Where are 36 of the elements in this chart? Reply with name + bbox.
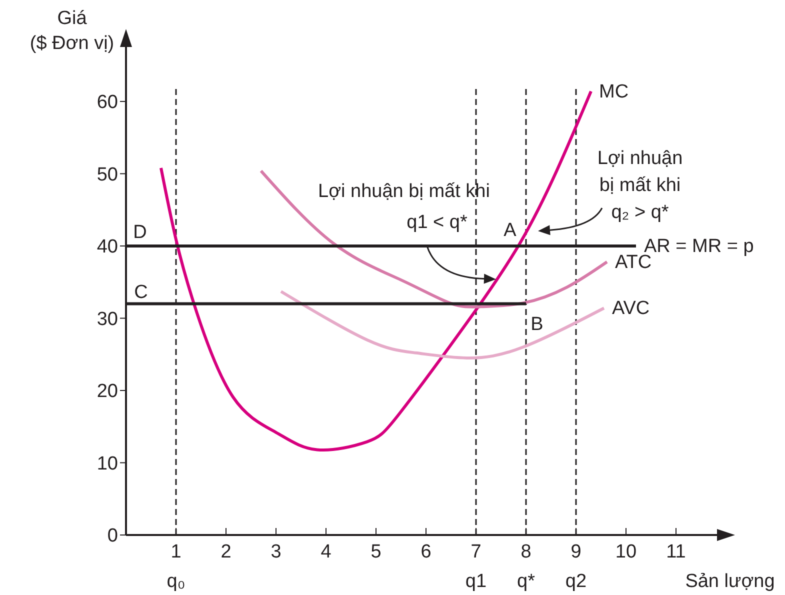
y-tick-label: 50	[96, 164, 118, 186]
x-tick-label: 4	[320, 541, 332, 562]
annotation: B	[530, 314, 544, 335]
x-tick-label: 10	[615, 541, 637, 562]
annotation: D	[133, 222, 147, 243]
ref-line-label: q*	[517, 571, 536, 592]
annotation: Lợi nhuận bị mất khi q₂ > q*	[597, 148, 683, 223]
annotation: A	[504, 220, 517, 241]
x-tick-label: 3	[270, 541, 282, 562]
series-label: AVC	[612, 298, 650, 320]
x-tick-label: 7	[470, 541, 482, 562]
y-tick-label: 20	[96, 381, 118, 402]
x-tick-label: 1	[170, 541, 182, 562]
y-tick-label: 0	[107, 526, 118, 547]
annotation: C	[134, 282, 148, 303]
y-tick-label: 10	[96, 453, 118, 474]
x-tick-label: 9	[570, 541, 582, 562]
x-tick-label: 2	[220, 541, 232, 562]
annotation: q1 < q*	[406, 212, 468, 233]
annotation: Lợi nhuận bị mất khi	[318, 181, 490, 202]
x-tick-label: 11	[666, 541, 686, 562]
ref-line-label: q2	[565, 571, 587, 592]
x-tick-label: 8	[520, 541, 532, 562]
line-series	[280, 290, 606, 360]
line-series	[160, 90, 592, 452]
series-label: ATC	[615, 252, 652, 273]
x-axis-title: Sản lượng	[685, 571, 775, 592]
x-tick-label: 6	[420, 541, 432, 562]
ref-line-label: q₀	[166, 571, 186, 592]
y-tick-label: 60	[96, 92, 118, 114]
x-tick-label: 5	[370, 541, 382, 562]
series-label: MC	[599, 81, 629, 102]
ref-line-label: q1	[465, 571, 487, 592]
y-tick-label: 40	[96, 236, 118, 258]
y-axis-title: Giá ($ Đơn vị)	[30, 8, 114, 54]
y-tick-label: 30	[96, 308, 118, 330]
